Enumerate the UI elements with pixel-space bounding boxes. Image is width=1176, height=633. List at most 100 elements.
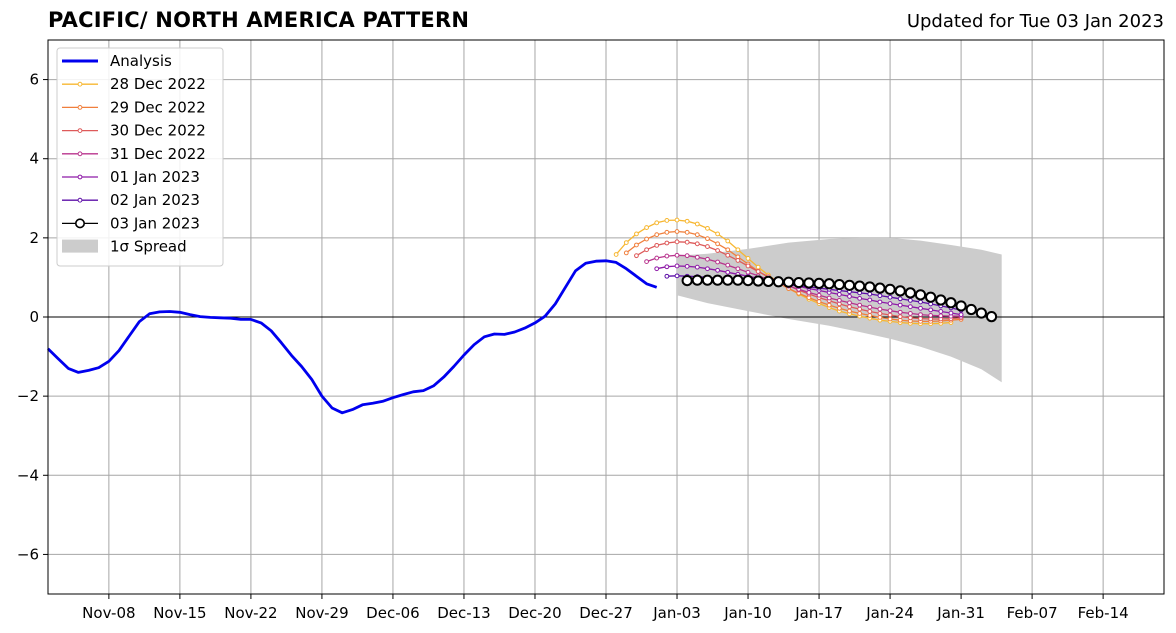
forecast-point (654, 220, 660, 226)
legend-marker (77, 174, 83, 180)
legend-item: 28 Dec 2022 (62, 75, 206, 93)
forecast-point (623, 250, 629, 256)
series-lines (47, 217, 998, 415)
legend-item: Analysis (62, 52, 172, 70)
forecast-point (816, 299, 822, 304)
y-tick-label: 6 (29, 71, 39, 89)
forecast-point (664, 273, 670, 279)
forecast-point (705, 225, 710, 231)
legend-marker (77, 128, 83, 134)
forecast-point (745, 269, 751, 275)
forecast-point (887, 294, 893, 300)
forecast-point (664, 240, 670, 246)
legend-item: 30 Dec 2022 (62, 122, 206, 140)
x-tick-label: Dec-13 (437, 604, 491, 622)
forecast-point (644, 236, 649, 242)
forecast-point (975, 307, 987, 319)
legend-marker (75, 218, 86, 229)
forecast-point (684, 263, 690, 269)
forecast-point (877, 299, 883, 305)
forecast-point (965, 303, 977, 316)
x-tick-label: Dec-06 (366, 604, 420, 622)
forecast-point (806, 290, 812, 295)
forecast-point (877, 314, 883, 320)
forecast-point (945, 297, 957, 309)
forecast-point (823, 278, 835, 290)
forecast-point (664, 229, 670, 235)
forecast-point (715, 267, 720, 273)
y-tick-label: 4 (29, 150, 39, 168)
forecast-point (755, 264, 761, 270)
forecast-point (634, 253, 639, 259)
legend-swatch (62, 239, 98, 253)
forecast-point (715, 241, 720, 247)
forecast-point (705, 256, 710, 262)
forecast-point (715, 231, 720, 237)
forecast-point (783, 276, 795, 288)
forecast-point (958, 312, 964, 318)
forecast-point (854, 280, 866, 292)
legend-item: 03 Jan 2023 (62, 214, 200, 232)
chart-title: PACIFIC/ NORTH AMERICA PATTERN (48, 8, 470, 32)
legend-label: 30 Dec 2022 (110, 122, 206, 140)
x-tick-label: Nov-15 (153, 604, 206, 622)
legend-marker (77, 197, 83, 203)
forecast-point (914, 289, 927, 301)
y-tick-label: 2 (29, 229, 39, 247)
forecast-point (613, 252, 619, 257)
forecast-series (681, 274, 998, 323)
forecast-point (644, 247, 649, 253)
forecast-point (877, 311, 883, 316)
legend-marker (77, 81, 83, 87)
forecast-point (897, 302, 903, 308)
forecast-point (694, 241, 700, 247)
forecast-point (907, 311, 913, 316)
forecast-point (907, 315, 913, 321)
forecast-point (918, 316, 923, 321)
y-tick-label: −6 (17, 545, 39, 563)
forecast-point (847, 308, 852, 314)
forecast-point (705, 236, 710, 242)
legend-marker (77, 151, 83, 157)
forecast-point (674, 217, 680, 223)
y-axis: −6 −4 −2 0 2 4 6 (17, 71, 48, 563)
forecast-point (694, 232, 700, 238)
legend-label: 28 Dec 2022 (110, 75, 206, 93)
forecast-point (694, 264, 700, 270)
x-tick-label: Jan-10 (723, 604, 772, 622)
forecast-point (816, 292, 822, 298)
forecast-point (836, 292, 842, 297)
forecast-point (644, 259, 649, 265)
legend-marker (77, 105, 83, 110)
legend-label: 29 Dec 2022 (110, 98, 206, 116)
x-tick-label: Nov-08 (82, 604, 135, 622)
forecast-point (857, 311, 863, 316)
forecast-point (918, 299, 923, 305)
forecast-point (772, 276, 785, 288)
forecast-point (745, 256, 751, 261)
legend-item: 29 Dec 2022 (62, 98, 206, 116)
forecast-point (732, 274, 744, 286)
legend-label: 31 Dec 2022 (110, 145, 206, 163)
forecast-point (857, 306, 863, 312)
chart-subtitle: Updated for Tue 03 Jan 2023 (906, 11, 1164, 32)
x-tick-label: Nov-29 (295, 604, 348, 622)
legend-label: 02 Jan 2023 (110, 191, 200, 209)
forecast-point (712, 274, 724, 286)
forecast-point (877, 306, 883, 312)
forecast-point (836, 297, 842, 303)
forecast-point (705, 266, 710, 272)
forecast-point (935, 294, 947, 306)
forecast-point (735, 258, 741, 263)
forecast-point (684, 253, 690, 259)
forecast-point (847, 304, 852, 310)
legend: Analysis 28 Dec 2022 29 Dec 2022 30 Dec 202… (56, 47, 224, 267)
forecast-point (644, 225, 649, 230)
forecast-point (864, 281, 876, 293)
forecast-point (705, 244, 710, 249)
legend-box (56, 47, 224, 267)
forecast-point (925, 291, 937, 303)
forecast-point (674, 273, 680, 279)
x-tick-label: Jan-03 (652, 604, 701, 622)
